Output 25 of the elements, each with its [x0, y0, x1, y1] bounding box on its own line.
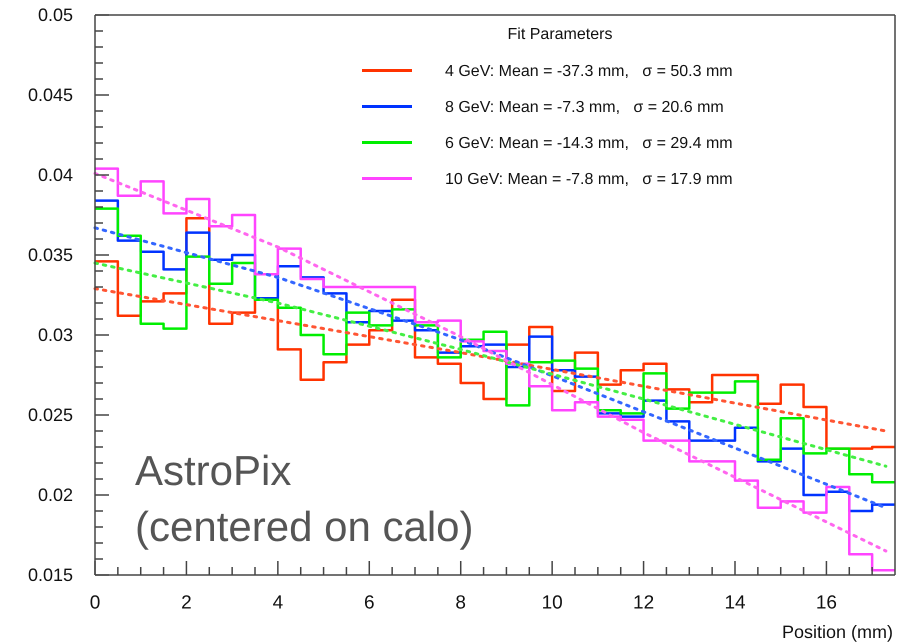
x-tick-label: 0 [90, 592, 100, 614]
line-series [94, 287, 888, 432]
x-tick-label: 14 [724, 592, 746, 614]
x-tick-label: 8 [455, 592, 466, 614]
legend-label: 8 GeV: Mean = -7.3 mm, σ = 20.6 mm [445, 99, 724, 116]
y-tick-label: 0.04 [38, 164, 73, 185]
y-tick-label: 0.03 [38, 324, 73, 345]
legend-title: Fit Parameters [508, 26, 612, 43]
legend-label: 10 GeV: Mean = -7.8 mm, σ = 17.9 mm [445, 171, 733, 188]
legend-label: 4 GeV: Mean = -37.3 mm, σ = 50.3 mm [445, 63, 733, 80]
x-tick-label: 6 [364, 592, 375, 614]
y-tick-label: 0.02 [38, 484, 73, 505]
y-tick-label: 0.035 [28, 244, 73, 265]
x-tick-label: 4 [272, 592, 284, 614]
y-tick-label: 0.015 [28, 564, 73, 585]
x-tick-label: 12 [633, 592, 654, 614]
x-tick-label: 16 [816, 592, 837, 614]
x-tick-label: 2 [181, 592, 192, 614]
x-axis-title: Position (mm) [782, 622, 893, 642]
y-tick-label: 0.045 [28, 84, 73, 105]
y-tick-label: 0.025 [28, 404, 73, 425]
legend-label: 6 GeV: Mean = -14.3 mm, σ = 29.4 mm [445, 135, 733, 152]
y-tick-label: 0.05 [38, 4, 73, 25]
annotation: AstroPix (centered on calo) [135, 447, 474, 550]
x-tick-label: 10 [542, 592, 563, 614]
